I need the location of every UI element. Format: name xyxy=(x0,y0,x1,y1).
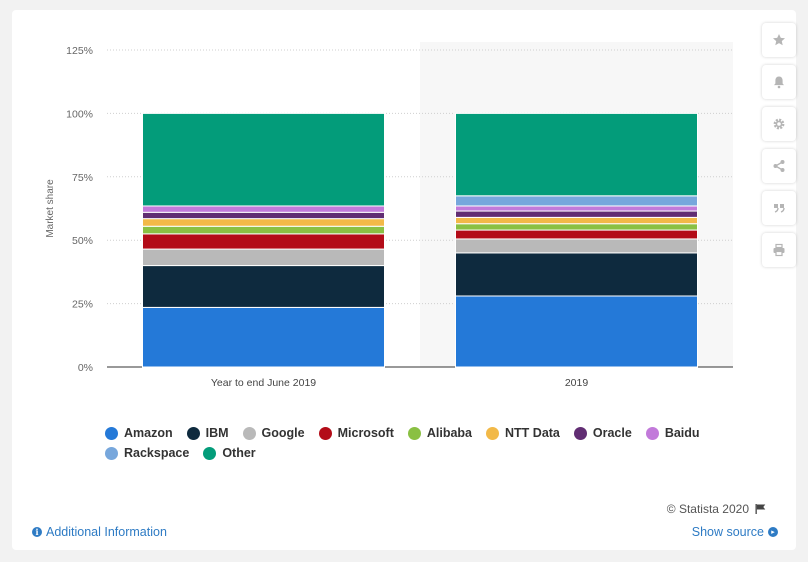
quote-icon xyxy=(774,204,785,213)
credit-text: © Statista 2020 xyxy=(666,502,749,516)
bar-segment-oracle xyxy=(142,211,385,220)
legend-item-baidu[interactable]: Baidu xyxy=(645,426,700,440)
bar-segment-alibaba xyxy=(142,225,385,235)
additional-information-label: Additional Information xyxy=(46,525,167,539)
chart-card: 0% 25% 50% 75% 100% 125% Market share Year to e… xyxy=(12,10,796,550)
bar-segment-other xyxy=(455,112,698,197)
settings-button[interactable] xyxy=(762,107,796,141)
legend-marker xyxy=(645,426,659,440)
legend-item-microsoft[interactable]: Microsoft xyxy=(318,426,394,440)
legend-row: Rackspace Other xyxy=(105,443,725,463)
cite-button[interactable] xyxy=(762,191,796,225)
y-tick-label: 0% xyxy=(78,362,93,374)
legend-marker xyxy=(573,426,587,440)
legend-marker xyxy=(105,426,118,440)
bar-segment-google xyxy=(142,248,385,267)
legend-label: NTT Data xyxy=(505,426,560,440)
notification-button[interactable] xyxy=(762,65,796,99)
legend-label: Other xyxy=(222,446,256,460)
info-icon: ▸ xyxy=(768,527,778,537)
legend-row: Amazon IBM Google Microsoft Alibaba NTT Data O… xyxy=(105,423,725,443)
bar-segment-rackspace xyxy=(455,195,698,207)
bar-segment-microsoft xyxy=(142,233,385,250)
legend-marker xyxy=(242,426,256,440)
bar-segment-oracle xyxy=(455,210,698,218)
bar-segment-amazon xyxy=(455,295,698,368)
y-tick-label: 100% xyxy=(66,108,93,120)
legend-item-ibm[interactable]: IBM xyxy=(186,426,229,440)
bar-segment-microsoft xyxy=(455,229,698,240)
bar-segment-baidu xyxy=(455,205,698,212)
y-tick-label: 50% xyxy=(72,235,93,247)
show-source-link[interactable]: Show source ▸ xyxy=(692,525,778,539)
legend-item-ntt-data[interactable]: NTT Data xyxy=(486,426,560,440)
show-source-label: Show source xyxy=(691,525,764,539)
legend-label: Baidu xyxy=(664,426,700,440)
print-icon xyxy=(773,243,785,257)
legend-marker xyxy=(318,426,332,440)
bar-segment-amazon xyxy=(142,306,385,368)
legend-label: IBM xyxy=(205,426,229,440)
stacked-bar-chart: 0% 25% 50% 75% 100% 125% Market share Year to e… xyxy=(45,42,733,389)
y-tick-label: 125% xyxy=(66,45,93,57)
bar-segment-ntt-data xyxy=(455,216,698,225)
bar-segment-other xyxy=(142,112,385,207)
legend-item-rackspace[interactable]: Rackspace xyxy=(105,446,189,460)
bar-segment-ibm xyxy=(455,252,698,297)
flag-icon xyxy=(755,504,766,514)
legend-marker xyxy=(203,446,217,460)
legend-label: Oracle xyxy=(592,426,632,440)
legend-label: Alibaba xyxy=(426,426,473,440)
bar-segment-alibaba xyxy=(455,223,698,231)
y-tick-label: 75% xyxy=(72,172,93,184)
legend-item-google[interactable]: Google xyxy=(242,426,305,440)
legend-marker xyxy=(486,426,500,440)
legend-label: Google xyxy=(261,426,305,440)
legend-item-alibaba[interactable]: Alibaba xyxy=(407,426,473,440)
info-icon: i xyxy=(32,527,42,537)
gear-icon xyxy=(773,118,785,130)
x-tick-label: 2019 xyxy=(565,377,589,389)
legend-label: Amazon xyxy=(124,426,173,440)
star-icon xyxy=(773,34,785,46)
share-icon xyxy=(773,160,785,172)
legend-marker xyxy=(407,426,421,440)
legend-marker xyxy=(186,426,200,440)
bell-icon xyxy=(774,76,784,89)
legend-item-oracle[interactable]: Oracle xyxy=(573,426,632,440)
bar-segment-google xyxy=(455,238,698,254)
y-axis-label: Market share xyxy=(45,179,56,238)
legend-item-amazon[interactable]: Amazon xyxy=(105,426,173,440)
legend-label: Microsoft xyxy=(337,426,394,440)
share-button[interactable] xyxy=(762,149,796,183)
bar-segment-ibm xyxy=(142,265,385,308)
chart-legend: Amazon IBM Google Microsoft Alibaba NTT Data O… xyxy=(105,423,725,463)
legend-label: Rackspace xyxy=(124,446,190,460)
favorite-button[interactable] xyxy=(762,23,796,57)
statista-credit[interactable]: © Statista 2020 xyxy=(667,502,766,516)
y-tick-label: 25% xyxy=(72,299,93,311)
x-tick-label: Year to end June 2019 xyxy=(211,377,316,389)
print-button[interactable] xyxy=(762,233,796,267)
bar-segment-ntt-data xyxy=(142,218,385,227)
legend-marker xyxy=(105,446,118,460)
additional-information-link[interactable]: i Additional Information xyxy=(32,525,167,539)
legend-item-other[interactable]: Other xyxy=(203,446,256,460)
bar-segment-baidu xyxy=(142,205,385,213)
